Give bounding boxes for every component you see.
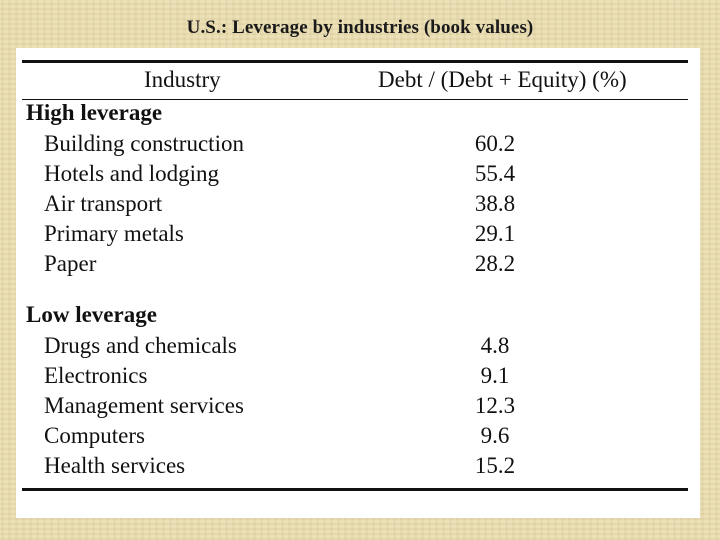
table-top-rule [22, 60, 688, 63]
debt-ratio-value: 4.8 [480, 333, 510, 358]
table-row: Management services 12.3 [22, 392, 688, 422]
debt-ratio-value: 38.8 [474, 191, 516, 216]
table-row: Primary metals 29.1 [22, 220, 688, 250]
debt-ratio-value: 9.1 [480, 363, 510, 388]
industry-name: Primary metals [44, 221, 184, 246]
table-row: Air transport 38.8 [22, 190, 688, 220]
debt-ratio-value: 15.2 [474, 453, 516, 478]
table-row: Health services 15.2 [22, 452, 688, 482]
table-bottom-rule [22, 488, 688, 491]
debt-ratio-value: 28.2 [474, 251, 516, 276]
table-row: Electronics 9.1 [22, 362, 688, 392]
debt-ratio-value: 55.4 [474, 161, 516, 186]
industry-name: Computers [44, 423, 145, 448]
industry-name: Building construction [44, 131, 244, 156]
debt-ratio-value: 29.1 [474, 221, 516, 246]
table-header-rule [22, 99, 688, 100]
table-panel: Industry Debt / (Debt + Equity) (%) High… [16, 48, 700, 518]
table-row: Building construction 60.2 [22, 130, 688, 160]
column-header-debt-ratio: Debt / (Debt + Equity) (%) [378, 67, 627, 92]
debt-ratio-value: 9.6 [480, 423, 510, 448]
group-label: Low leverage [26, 302, 157, 327]
industry-name: Paper [44, 251, 97, 276]
table-row: Hotels and lodging 55.4 [22, 160, 688, 190]
industry-name: Hotels and lodging [44, 161, 220, 186]
slide-title: U.S.: Leverage by industries (book value… [186, 17, 534, 38]
debt-ratio-value: 60.2 [474, 131, 516, 156]
industry-name: Air transport [44, 191, 163, 216]
group-heading-low-leverage: Low leverage [22, 302, 688, 332]
industry-name: Drugs and chemicals [44, 333, 237, 358]
group-spacer [22, 280, 688, 302]
group-label: High leverage [26, 100, 163, 125]
industry-name: Health services [44, 453, 186, 478]
debt-ratio-value: 12.3 [474, 393, 516, 418]
industry-name: Management services [44, 393, 244, 418]
table-row: Computers 9.6 [22, 422, 688, 452]
leverage-table: Industry Debt / (Debt + Equity) (%) High… [22, 60, 688, 491]
table-header-row: Industry Debt / (Debt + Equity) (%) [22, 63, 688, 98]
industry-name: Electronics [44, 363, 148, 388]
table-row: Paper 28.2 [22, 250, 688, 280]
group-heading-high-leverage: High leverage [22, 100, 688, 130]
table-row: Drugs and chemicals 4.8 [22, 332, 688, 362]
column-header-industry: Industry [144, 67, 221, 92]
